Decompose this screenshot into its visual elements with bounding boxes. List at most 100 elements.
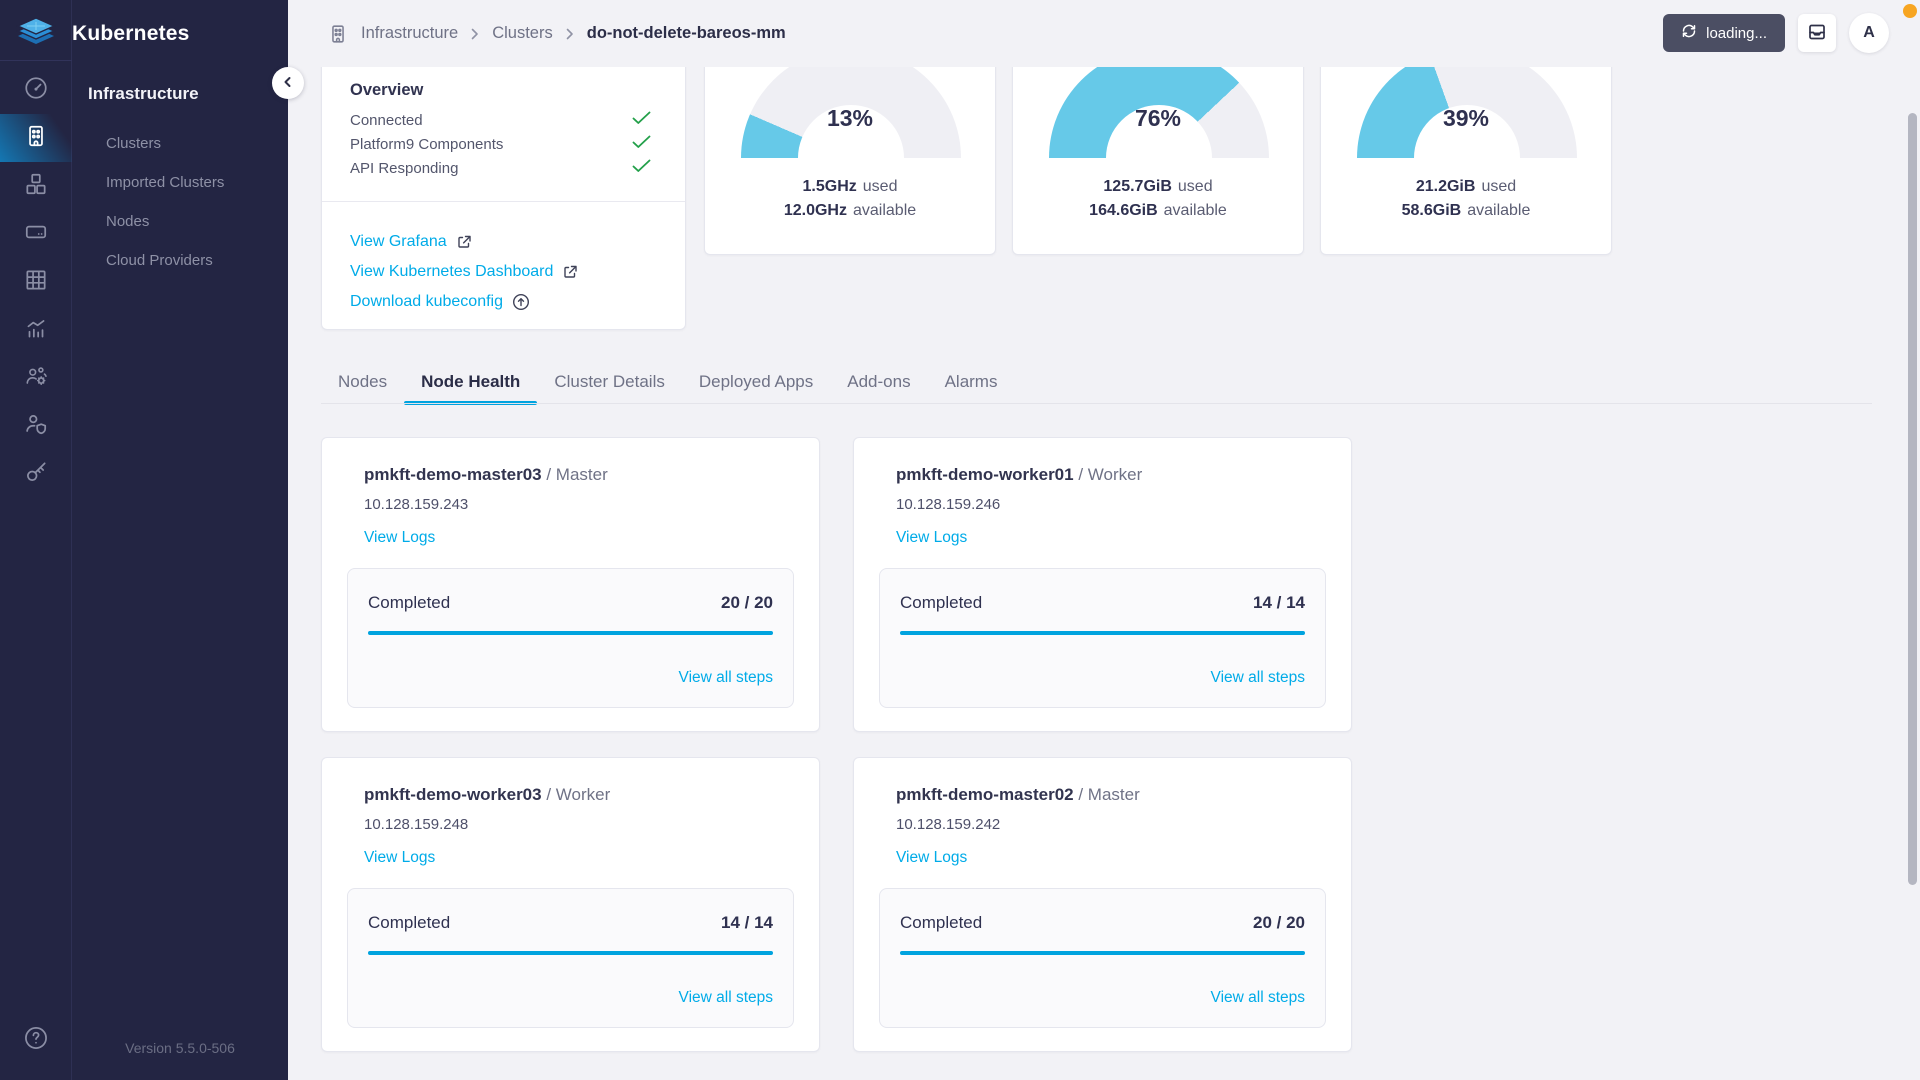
node-card: pmkft-demo-master02 / Master 10.128.159.… <box>853 757 1352 1052</box>
notification-dot <box>1903 4 1917 18</box>
help-button[interactable] <box>0 1016 72 1064</box>
brand-name: Kubernetes <box>72 21 190 45</box>
check-icon <box>632 159 651 178</box>
dashboard-gauge-icon <box>23 75 49 106</box>
overview-check-platform9-components: Platform9 Components <box>350 132 651 156</box>
tab-alarms[interactable]: Alarms <box>944 372 998 391</box>
chevron-right-icon <box>565 28 575 40</box>
steps-panel: Completed 14 / 14 View all steps <box>879 568 1326 708</box>
tab-cluster-details[interactable]: Cluster Details <box>554 372 665 391</box>
sidebar: Infrastructure Clusters Imported Cluster… <box>72 0 288 1080</box>
rail-item-apps[interactable] <box>0 258 72 306</box>
sidebar-collapse-button[interactable] <box>272 67 304 99</box>
overview-check-connected: Connected <box>350 108 651 132</box>
check-icon <box>632 111 651 130</box>
header: Infrastructure Clusters do-not-delete-ba… <box>288 0 1920 67</box>
rail-item-user-security[interactable] <box>0 402 72 450</box>
memory-usage-percent: 76% <box>1134 105 1182 131</box>
cpu-available-line: 12.0GHz available <box>783 202 917 219</box>
progress-bar <box>900 631 1305 635</box>
cpu-usage-card: 13% 1.5GHz used 12.0GHz available <box>704 67 996 255</box>
rail-item-workloads[interactable] <box>0 162 72 210</box>
storage-drive-icon <box>23 219 49 250</box>
completed-label: Completed <box>900 913 983 932</box>
storage-usage-gauge <box>1357 67 1577 158</box>
steps-count: 20 / 20 <box>1253 913 1305 932</box>
completed-label: Completed <box>368 593 451 612</box>
vertical-scrollbar[interactable] <box>1908 113 1917 885</box>
api-key-icon <box>23 459 49 490</box>
node-title: pmkft-demo-worker01 / Worker <box>896 465 1143 484</box>
overview-card: Overview Connected Platform9 Components … <box>321 67 686 330</box>
breadcrumb-clusters[interactable]: Clusters <box>492 24 553 42</box>
view-grafana-link[interactable]: View Grafana <box>350 227 578 257</box>
sidebar-section-title: Infrastructure <box>88 84 199 103</box>
view-all-steps-link[interactable]: View all steps <box>678 989 773 1006</box>
user-shield-icon <box>23 411 49 442</box>
view-logs-link[interactable]: View Logs <box>896 849 968 866</box>
main-content: Overview Connected Platform9 Components … <box>288 67 1920 1080</box>
chevron-left-icon <box>282 76 294 91</box>
tab-nodes[interactable]: Nodes <box>338 372 388 391</box>
steps-count: 14 / 14 <box>721 913 773 932</box>
tab-deployed-apps[interactable]: Deployed Apps <box>698 372 814 391</box>
tab-node-health[interactable]: Node Health <box>404 363 538 405</box>
tab-add-ons[interactable]: Add-ons <box>847 372 911 391</box>
refresh-icon <box>1681 23 1697 43</box>
view-all-steps-link[interactable]: View all steps <box>678 669 773 686</box>
user-groups-gear-icon <box>23 363 49 394</box>
loading-button[interactable]: loading... <box>1663 14 1785 52</box>
tabs-divider <box>321 403 1872 404</box>
loading-button-label: loading... <box>1706 24 1767 42</box>
sidebar-item-nodes[interactable]: Nodes <box>106 213 150 230</box>
sidebar-item-cloud-providers[interactable]: Cloud Providers <box>106 252 213 269</box>
node-card: pmkft-demo-worker01 / Worker 10.128.159.… <box>853 437 1352 732</box>
overview-title: Overview <box>350 81 424 99</box>
node-title: pmkft-demo-worker03 / Worker <box>364 785 611 804</box>
rail-item-infrastructure[interactable] <box>0 114 72 162</box>
view-kubernetes-dashboard-link[interactable]: View Kubernetes Dashboard <box>350 257 578 287</box>
storage-usage-percent: 39% <box>1442 105 1490 131</box>
rail-item-monitoring[interactable] <box>0 306 72 354</box>
apps-grid-icon <box>23 267 49 298</box>
sidebar-item-imported-clusters[interactable]: Imported Clusters <box>106 174 225 191</box>
workloads-cubes-icon <box>23 171 49 202</box>
steps-panel: Completed 20 / 20 View all steps <box>347 568 794 708</box>
layered-stack-logo-icon <box>16 16 56 44</box>
icon-rail <box>0 0 72 1080</box>
node-ip: 10.128.159.248 <box>364 816 469 833</box>
rail-item-storage[interactable] <box>0 210 72 258</box>
completed-label: Completed <box>368 913 451 932</box>
rail-divider <box>0 60 72 61</box>
building-icon <box>327 23 349 45</box>
overview-check-api-responding: API Responding <box>350 156 651 180</box>
view-logs-link[interactable]: View Logs <box>364 529 436 546</box>
node-ip: 10.128.159.242 <box>896 816 1001 833</box>
external-link-icon <box>562 264 578 280</box>
sidebar-item-clusters[interactable]: Clusters <box>106 135 162 152</box>
view-logs-link[interactable]: View Logs <box>896 529 968 546</box>
view-logs-link[interactable]: View Logs <box>364 849 436 866</box>
breadcrumb-infrastructure[interactable]: Infrastructure <box>361 24 459 42</box>
memory-usage-card: 76% 125.7GiB used 164.6GiB available <box>1012 67 1304 255</box>
view-all-steps-link[interactable]: View all steps <box>1210 669 1305 686</box>
inbox-tray-icon <box>1807 22 1827 45</box>
memory-usage-gauge <box>1049 67 1269 158</box>
view-all-steps-link[interactable]: View all steps <box>1210 989 1305 1006</box>
monitoring-chart-icon <box>23 315 49 346</box>
download-kubeconfig-link[interactable]: Download kubeconfig <box>350 287 578 317</box>
steps-count: 14 / 14 <box>1253 593 1305 612</box>
steps-panel: Completed 20 / 20 View all steps <box>879 888 1326 1028</box>
brand: Kubernetes <box>0 0 288 67</box>
storage-used-line: 21.2GiB used <box>1415 178 1517 195</box>
rail-item-api-access[interactable] <box>0 450 72 498</box>
rail-item-dashboard[interactable] <box>0 66 72 114</box>
help-circle-icon <box>23 1025 49 1056</box>
avatar[interactable]: A <box>1849 13 1889 53</box>
inbox-button[interactable] <box>1798 14 1836 52</box>
upload-circle-icon <box>512 293 530 311</box>
cpu-usage-percent: 13% <box>826 105 874 131</box>
external-link-icon <box>456 234 472 250</box>
rail-item-rbac[interactable] <box>0 354 72 402</box>
cluster-tabs: Nodes Node Health Cluster Details Deploy… <box>321 363 1014 405</box>
